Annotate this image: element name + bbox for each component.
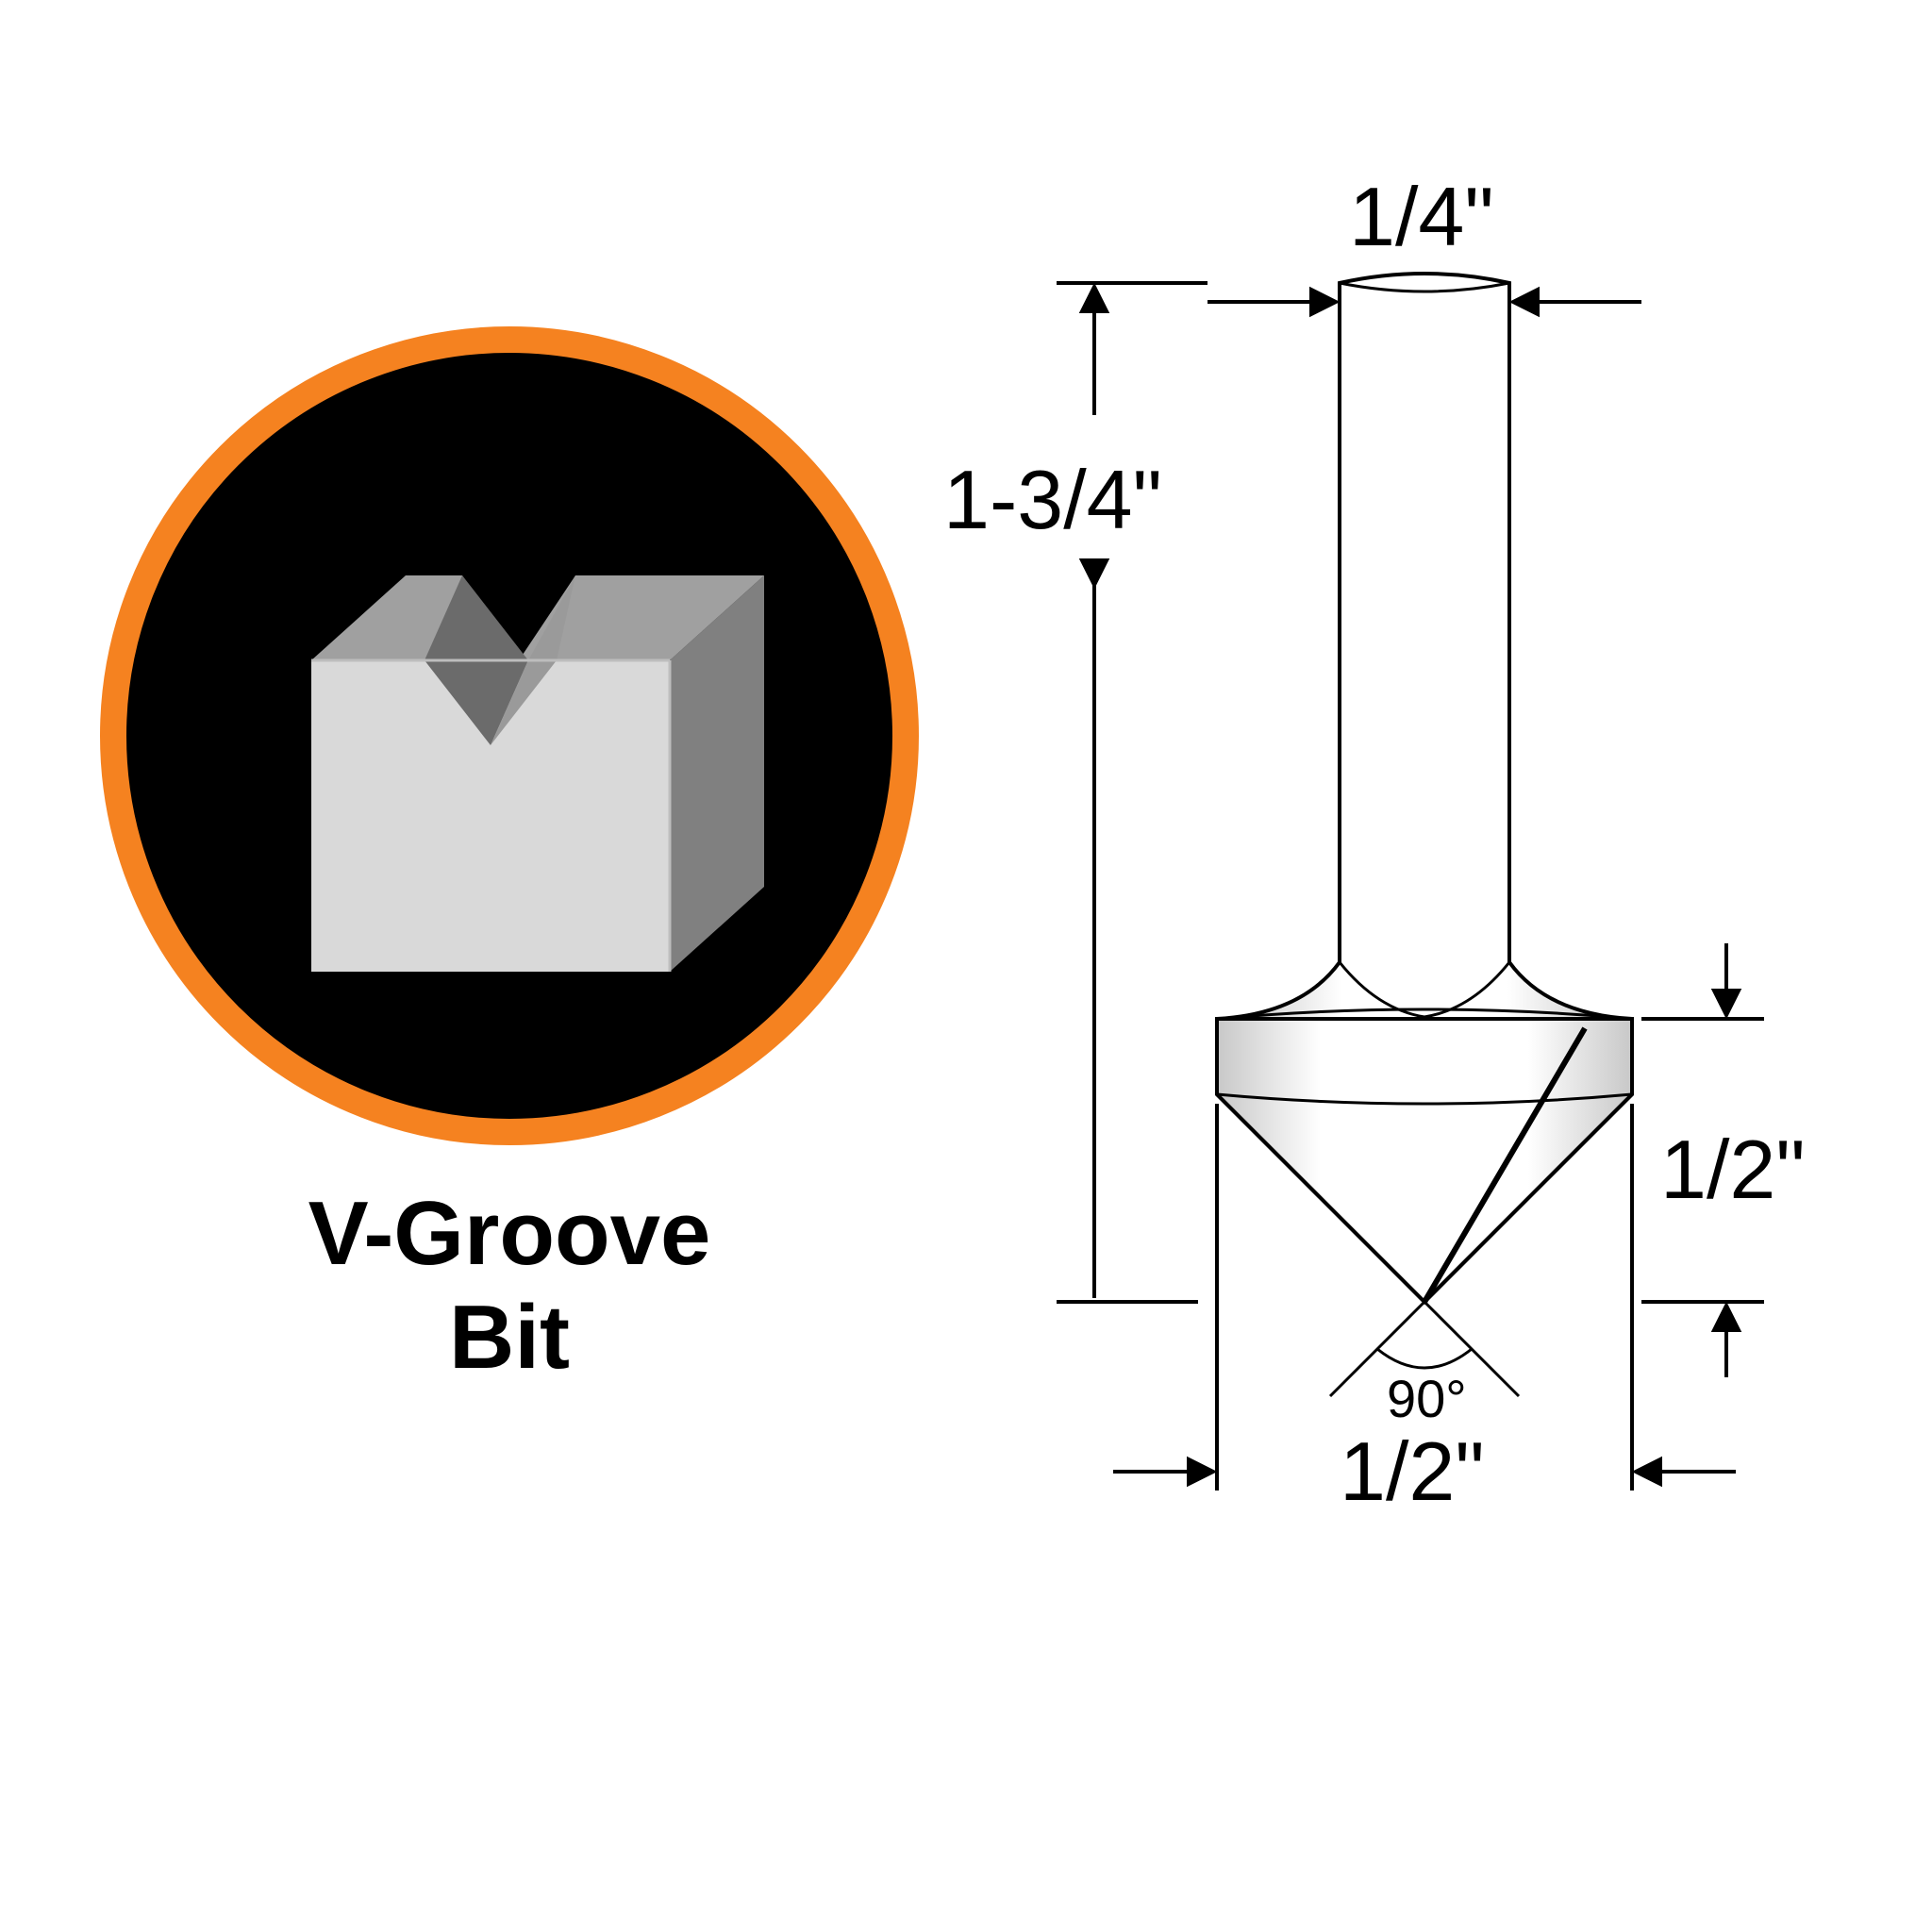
bit-head xyxy=(1217,1019,1632,1302)
dim-overall-length-label: 1-3/4" xyxy=(943,453,1162,546)
dim-cut-depth-label: 1/2" xyxy=(1660,1123,1806,1216)
dim-shank-diameter-label: 1/4" xyxy=(1349,170,1494,263)
profile-icon xyxy=(113,340,906,1132)
title-line2: Bit xyxy=(449,1287,570,1388)
dim-cut-width-label: 1/2" xyxy=(1340,1424,1485,1518)
diagram-canvas: V-Groove Bit 1/4" xyxy=(0,0,1932,1932)
v-groove-block xyxy=(311,575,764,972)
title-line1: V-Groove xyxy=(308,1183,711,1284)
dim-angle-label: 90° xyxy=(1387,1369,1467,1428)
dim-overall-length xyxy=(1057,283,1208,1302)
